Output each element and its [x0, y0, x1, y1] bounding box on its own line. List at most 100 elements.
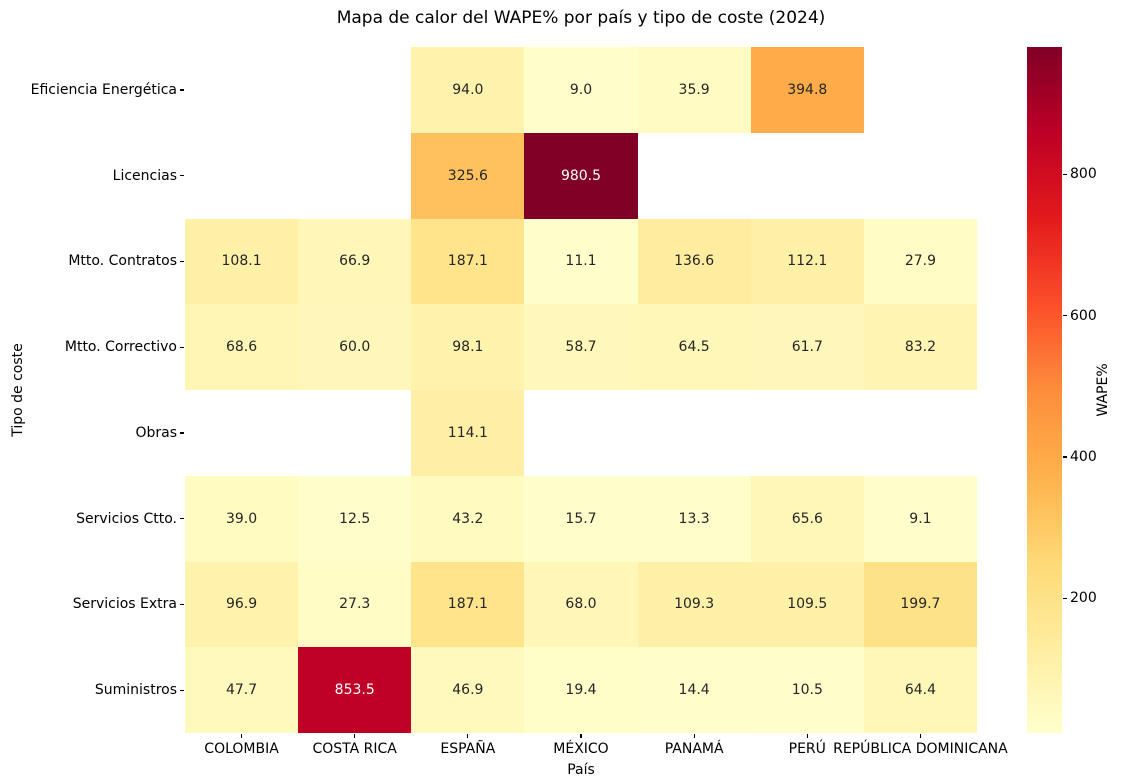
- heatmap-cell: [863, 47, 977, 133]
- heatmap-cell: 9.1: [863, 475, 977, 562]
- heatmap-cell: 325.6: [411, 132, 525, 219]
- heatmap-cell: 12.5: [298, 475, 412, 562]
- tick-mark: [180, 175, 184, 177]
- heatmap-cell: 39.0: [185, 475, 299, 562]
- heatmap-cell: 68.0: [524, 561, 638, 648]
- heatmap-cell: 27.3: [298, 561, 412, 648]
- heatmap-cell: 68.6: [185, 304, 299, 390]
- y-tick-label: Suministros: [94, 682, 177, 699]
- tick-mark: [1063, 173, 1067, 176]
- tick-mark: [180, 432, 184, 434]
- heatmap-cell: 65.6: [750, 475, 864, 562]
- heatmap-cell: 9.0: [524, 47, 638, 133]
- heatmap-cell: [750, 132, 864, 219]
- tick-mark: [580, 734, 582, 738]
- tick-mark: [1063, 315, 1067, 317]
- x-tick-label: COLOMBIA: [204, 741, 279, 757]
- heatmap-cell: 66.9: [298, 218, 412, 305]
- heatmap-cell: [524, 390, 638, 476]
- heatmap-cell: 64.5: [637, 304, 751, 390]
- heatmap-cell: 114.1: [411, 390, 525, 476]
- heatmap-cell: 11.1: [524, 218, 638, 305]
- heatmap-cell: 10.5: [750, 647, 864, 733]
- heatmap-cell: 980.5: [524, 132, 638, 219]
- tick-mark: [1063, 456, 1067, 458]
- x-axis-title: País: [567, 762, 595, 778]
- heatmap-cell: 187.1: [411, 561, 525, 648]
- heatmap-cell: 58.7: [524, 304, 638, 390]
- heatmap-cell: [185, 47, 299, 133]
- heatmap-cell: 98.1: [411, 304, 525, 390]
- heatmap-cell: [863, 390, 977, 476]
- tick-mark: [180, 603, 184, 606]
- heatmap-cell: 47.7: [185, 647, 299, 733]
- heatmap-cell: 108.1: [185, 218, 299, 305]
- colorbar-label: WAPE%: [1095, 363, 1111, 417]
- tick-mark: [919, 734, 922, 738]
- colorbar-tick-label: 600: [1070, 307, 1097, 324]
- heatmap-cell: 96.9: [185, 561, 299, 648]
- heatmap-cell: 14.4: [637, 647, 751, 733]
- x-tick-label: COSTA RICA: [312, 741, 397, 757]
- y-tick-label: Obras: [135, 424, 177, 441]
- tick-mark: [467, 734, 469, 738]
- y-tick-label: Licencias: [112, 167, 177, 184]
- y-tick-label: Servicios Ctto.: [76, 510, 177, 527]
- heatmap-cell: 43.2: [411, 475, 525, 562]
- tick-mark: [693, 734, 695, 738]
- tick-mark: [180, 260, 184, 263]
- heatmap-cell: 60.0: [298, 304, 412, 390]
- heatmap-cell: 187.1: [411, 218, 525, 305]
- tick-mark: [180, 89, 184, 91]
- heatmap-cell: 394.8: [750, 47, 864, 133]
- heatmap-cell: 64.4: [863, 647, 977, 733]
- heatmap-cell: 27.9: [863, 218, 977, 305]
- heatmap-cell: 46.9: [411, 647, 525, 733]
- heatmap-cell: [637, 132, 751, 219]
- heatmap-cell: 83.2: [863, 304, 977, 390]
- heatmap-cell: 13.3: [637, 475, 751, 562]
- heatmap-cell: 109.5: [750, 561, 864, 648]
- x-tick-label: REPÚBLICA DOMINICANA: [833, 741, 1008, 757]
- heatmap-cell: 94.0: [411, 47, 525, 133]
- tick-mark: [806, 734, 808, 738]
- heatmap-cell: 112.1: [750, 218, 864, 305]
- chart-title: Mapa de calor del WAPE% por país y tipo …: [336, 8, 826, 28]
- y-tick-label: Mtto. Contratos: [68, 253, 177, 270]
- heatmap-cell: 61.7: [750, 304, 864, 390]
- heatmap-cell: [298, 47, 412, 133]
- colorbar-tick-label: 800: [1070, 166, 1097, 183]
- heatmap-cell: 15.7: [524, 475, 638, 562]
- heatmap-cell: 35.9: [637, 47, 751, 133]
- x-tick-label: ESPAÑA: [440, 741, 496, 757]
- heatmap-cell: 199.7: [863, 561, 977, 648]
- colorbar-tick-label: 200: [1070, 590, 1097, 607]
- x-tick-label: PANAMÁ: [664, 741, 724, 757]
- heatmap-cell: [298, 132, 412, 219]
- heatmap-cell: [185, 132, 299, 219]
- colorbar-tick-label: 400: [1070, 448, 1097, 465]
- heatmap-grid: 94.0 9.0 35.9 394.8 325.6 980.5 108.1 66.9 187.1…: [185, 47, 977, 733]
- tick-mark: [1063, 597, 1067, 599]
- heatmap-cell: 19.4: [524, 647, 638, 733]
- colorbar: [1027, 47, 1062, 733]
- x-tick-label: PERÚ: [788, 741, 826, 757]
- tick-mark: [180, 518, 184, 520]
- y-tick-label: Servicios Extra: [72, 596, 177, 613]
- heatmap-cell: 853.5: [298, 647, 412, 733]
- tick-mark: [180, 346, 184, 348]
- heatmap-cell: 136.6: [637, 218, 751, 305]
- heatmap-cell: [185, 390, 299, 476]
- heatmap-cell: [750, 390, 864, 476]
- tick-mark: [180, 689, 184, 691]
- heatmap-cell: [863, 132, 977, 219]
- x-tick-label: MÉXICO: [553, 741, 609, 757]
- heatmap-cell: [637, 390, 751, 476]
- y-tick-label: Mtto. Correctivo: [64, 339, 177, 356]
- tick-mark: [354, 734, 356, 738]
- heatmap-cell: 109.3: [637, 561, 751, 648]
- tick-mark: [240, 734, 243, 738]
- y-tick-label: Eficiencia Energética: [30, 81, 177, 98]
- heatmap-cell: [298, 390, 412, 476]
